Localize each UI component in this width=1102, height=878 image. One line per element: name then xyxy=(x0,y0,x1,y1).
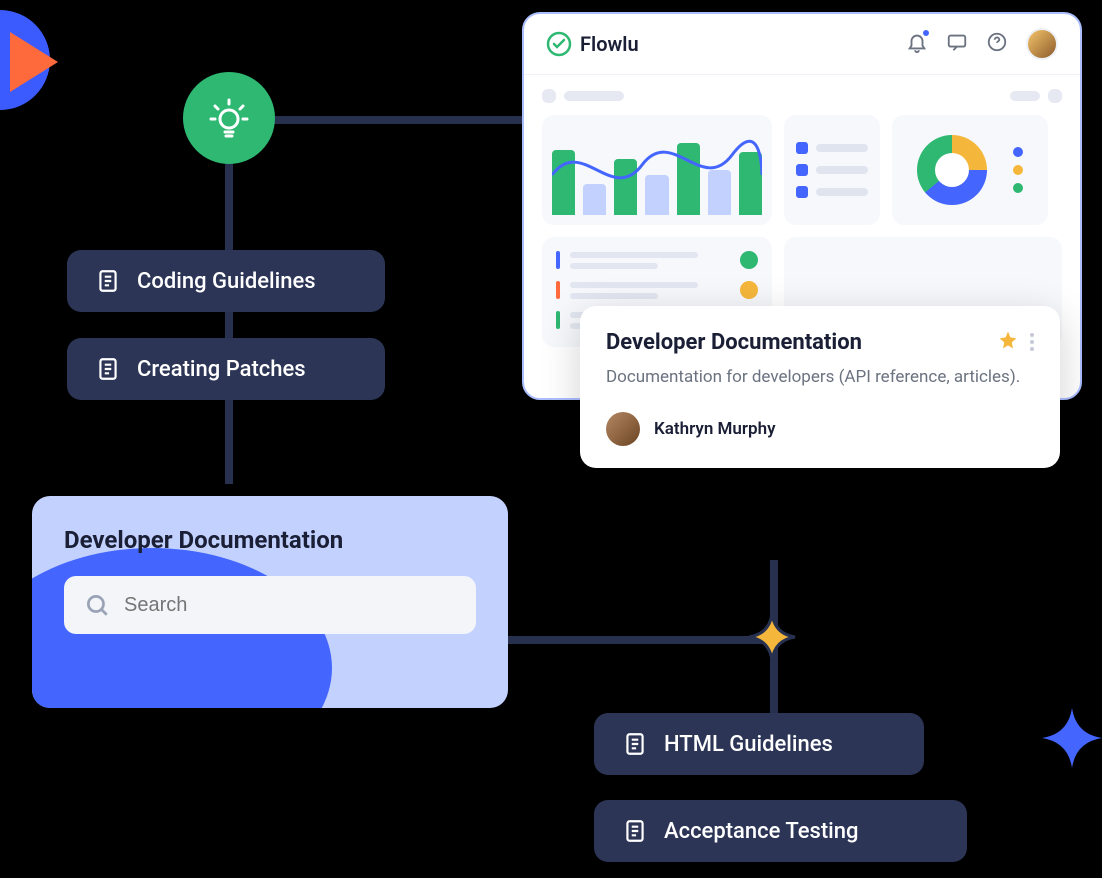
author-name: Kathryn Murphy xyxy=(654,419,776,439)
star-icon[interactable] xyxy=(998,330,1018,354)
document-icon xyxy=(95,268,121,294)
document-icon xyxy=(95,356,121,382)
decorative-orange-arrow xyxy=(10,32,58,92)
toolbar-skeleton xyxy=(542,89,1062,103)
user-avatar[interactable] xyxy=(1026,28,1058,60)
pill-label: Creating Patches xyxy=(137,357,306,382)
decorative-blue-sparkle xyxy=(1042,708,1102,768)
connector-line xyxy=(230,116,530,124)
brand: Flowlu xyxy=(546,31,639,57)
author-avatar xyxy=(606,412,640,446)
donut-legend xyxy=(1013,147,1023,193)
doc-pill-acceptance[interactable]: Acceptance Testing xyxy=(594,800,967,862)
document-title: Developer Documentation xyxy=(606,330,862,355)
donut-chart xyxy=(917,135,987,205)
chat-icon[interactable] xyxy=(946,31,968,57)
infographic-canvas: Coding Guidelines Creating Patches HTML … xyxy=(0,0,1102,878)
header-actions xyxy=(906,28,1058,60)
search-box[interactable] xyxy=(64,576,476,634)
decorative-diamond-icon xyxy=(747,612,797,662)
brand-logo-icon xyxy=(546,31,572,57)
document-description: Documentation for developers (API refere… xyxy=(606,365,1034,390)
pill-label: HTML Guidelines xyxy=(664,732,833,757)
pill-label: Coding Guidelines xyxy=(137,269,316,294)
doc-pill-html[interactable]: HTML Guidelines xyxy=(594,713,924,775)
search-icon xyxy=(84,592,110,618)
document-icon xyxy=(622,818,648,844)
connector-line xyxy=(225,150,233,484)
document-author: Kathryn Murphy xyxy=(606,412,1034,446)
brand-name: Flowlu xyxy=(580,32,639,56)
notification-dot xyxy=(921,28,931,38)
idea-bulb-node xyxy=(183,72,275,164)
pill-label: Acceptance Testing xyxy=(664,819,859,844)
document-icon xyxy=(622,731,648,757)
help-icon[interactable] xyxy=(986,31,1008,57)
notifications-icon[interactable] xyxy=(906,31,928,57)
search-panel-title: Developer Documentation xyxy=(64,526,476,554)
search-input[interactable] xyxy=(124,594,456,617)
list-widget xyxy=(784,115,880,225)
document-card[interactable]: Developer Documentation Documentation fo… xyxy=(580,306,1060,468)
bar-series xyxy=(552,125,762,215)
donut-chart-widget xyxy=(892,115,1048,225)
bar-line-chart-widget xyxy=(542,115,772,225)
search-panel: Developer Documentation xyxy=(32,496,508,708)
doc-pill-coding[interactable]: Coding Guidelines xyxy=(67,250,385,312)
widgets-row-1 xyxy=(542,115,1062,225)
dashboard-header: Flowlu xyxy=(524,14,1080,75)
doc-pill-patches[interactable]: Creating Patches xyxy=(67,338,385,400)
more-menu-icon[interactable] xyxy=(1030,333,1034,351)
